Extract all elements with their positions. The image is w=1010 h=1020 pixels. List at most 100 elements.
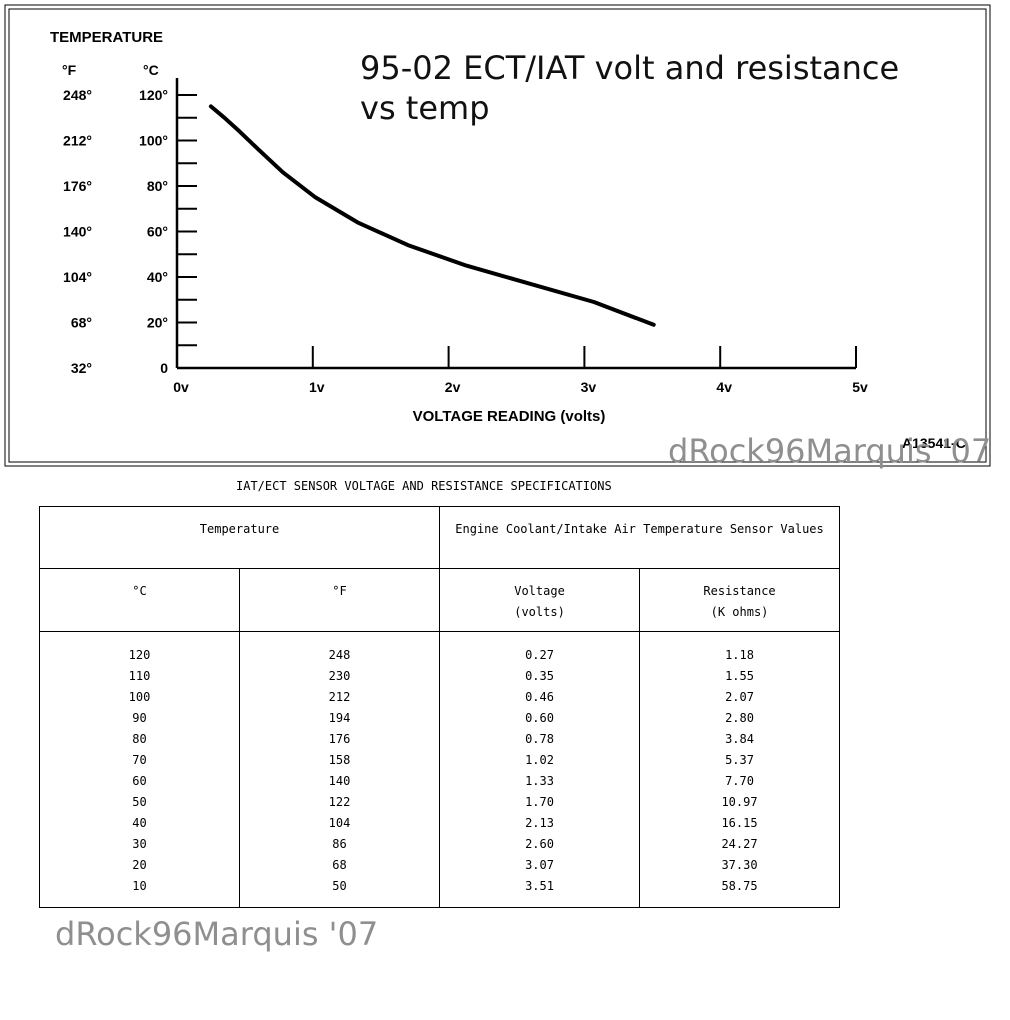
cell-fahrenheit: 194 <box>328 711 351 725</box>
cell-fahrenheit: 68 <box>332 858 347 872</box>
cell-resistance: 5.37 <box>725 753 754 767</box>
cell-resistance: 10.97 <box>721 795 758 809</box>
cell-voltage: 1.33 <box>525 774 554 788</box>
table-body-row: 120 110 100 90 80 70 60 50 40 30 20 10 248 230 212 194… <box>39 631 841 908</box>
cell-fahrenheit: 104 <box>328 816 351 830</box>
y-tick-label-f: 104° <box>63 269 92 285</box>
spec-table: Temperature Engine Coolant/Intake Air Te… <box>38 506 841 908</box>
chart-title-line1: 95-02 ECT/IAT volt and resistance <box>360 49 899 87</box>
x-axis-label: VOLTAGE READING (volts) <box>413 408 606 425</box>
cell-fahrenheit: 158 <box>328 753 351 767</box>
column-fahrenheit: 248 230 212 194 176 158 140 122 104 86 68 50 <box>238 631 441 908</box>
cell-celsius: 100 <box>128 690 151 704</box>
cell-celsius: 110 <box>128 669 151 683</box>
col-header-fahrenheit-l1: °F <box>332 584 347 598</box>
x-tick-label: 2v <box>445 379 461 395</box>
cell-resistance: 1.18 <box>725 648 754 662</box>
x-tick-label: 5v <box>852 379 868 395</box>
cell-celsius: 70 <box>132 753 147 767</box>
cell-resistance: 7.70 <box>725 774 754 788</box>
cell-voltage: 2.13 <box>525 816 554 830</box>
cell-celsius: 10 <box>132 879 147 893</box>
y-tick-label-c: 80° <box>147 178 168 194</box>
cell-resistance: 2.80 <box>725 711 754 725</box>
y-tick-label-c: 60° <box>147 224 168 240</box>
cell-voltage: 0.78 <box>525 732 554 746</box>
y-tick-label-c: 100° <box>139 133 168 149</box>
cell-fahrenheit: 212 <box>328 690 351 704</box>
column-voltage: 0.27 0.35 0.46 0.60 0.78 1.02 1.33 1.70 2.13 2.60… <box>439 631 641 908</box>
chart-watermark: dRock96Marquis '07 <box>668 432 992 470</box>
cell-celsius: 120 <box>128 648 151 662</box>
y-tick-label-f: 68° <box>71 315 92 331</box>
column-celsius: 120 110 100 90 80 70 60 50 40 30 20 10 <box>39 631 240 908</box>
col-header-voltage: Voltage (volts) <box>439 568 641 632</box>
y-tick-label-c: 20° <box>147 315 168 331</box>
cell-resistance: 58.75 <box>721 879 758 893</box>
y-tick-label-f: 248° <box>63 87 92 103</box>
col-header-voltage-l2: (volts) <box>514 605 565 619</box>
y-tick-label-c: 120° <box>139 87 168 103</box>
col-header-celsius: °C <box>39 568 240 632</box>
cell-voltage: 2.60 <box>525 837 554 851</box>
unit-f-label: °F <box>62 62 77 78</box>
col-header-voltage-l1: Voltage <box>514 584 565 598</box>
y-tick-label-c: 0 <box>160 360 168 376</box>
cell-celsius: 60 <box>132 774 147 788</box>
y-tick-label-c: 40° <box>147 269 168 285</box>
table-watermark: dRock96Marquis '07 <box>55 915 379 953</box>
x-tick-label: 0v <box>173 379 189 395</box>
cell-voltage: 1.70 <box>525 795 554 809</box>
figure-id: A13541-C <box>902 435 966 451</box>
x-tick-label: 4v <box>716 379 732 395</box>
cell-fahrenheit: 176 <box>328 732 351 746</box>
table-title: IAT/ECT SENSOR VOLTAGE AND RESISTANCE SP… <box>236 479 612 493</box>
y-tick-label-f: 176° <box>63 178 92 194</box>
temperature-label: TEMPERATURE <box>50 29 163 46</box>
col-header-resistance-l2: (K ohms) <box>710 605 769 619</box>
chart-frame-outer <box>4 4 991 467</box>
cell-celsius: 30 <box>132 837 147 851</box>
y-tick-label-f: 140° <box>63 224 92 240</box>
cell-voltage: 1.02 <box>525 753 554 767</box>
unit-c-label: °C <box>143 62 159 78</box>
cell-voltage: 0.46 <box>525 690 554 704</box>
cell-voltage: 0.60 <box>525 711 554 725</box>
y-ticks: 120° 248° 100° 212° 80° 176° 60° 140° 40° 104° 20°… <box>63 87 197 376</box>
cell-fahrenheit: 86 <box>332 837 347 851</box>
chart: 95-02 ECT/IAT volt and resistance vs tem… <box>4 4 991 467</box>
group-header-temperature: Temperature <box>38 506 441 569</box>
chart-title-line2: vs temp <box>360 89 490 127</box>
col-header-celsius-l1: °C <box>132 584 147 598</box>
cell-celsius: 80 <box>132 732 147 746</box>
cell-resistance: 3.84 <box>725 732 754 746</box>
column-resistance: 1.18 1.55 2.07 2.80 3.84 5.37 7.70 10.97 16.15 24… <box>639 631 841 908</box>
cell-voltage: 3.07 <box>525 858 554 872</box>
cell-resistance: 2.07 <box>725 690 754 704</box>
table-group-header-row: Temperature Engine Coolant/Intake Air Te… <box>38 506 841 569</box>
cell-celsius: 40 <box>132 816 147 830</box>
y-tick-label-f: 212° <box>63 133 92 149</box>
y-tick-label-f: 32° <box>71 360 92 376</box>
chart-frame-inner <box>8 8 987 463</box>
table-col-header-row: °C °F Voltage (volts) Resistance (K ohms) <box>39 568 841 632</box>
axes <box>175 78 856 370</box>
x-ticks: 0v 1v 2v 3v 4v 5v <box>173 346 868 395</box>
data-curve <box>208 104 656 327</box>
x-tick-label: 1v <box>309 379 325 395</box>
cell-celsius: 90 <box>132 711 147 725</box>
cell-celsius: 50 <box>132 795 147 809</box>
cell-voltage: 0.35 <box>525 669 554 683</box>
x-tick-label: 3v <box>581 379 597 395</box>
cell-fahrenheit: 248 <box>328 648 351 662</box>
col-header-resistance-l1: Resistance <box>703 584 776 598</box>
cell-fahrenheit: 230 <box>328 669 351 683</box>
cell-voltage: 3.51 <box>525 879 554 893</box>
col-header-resistance: Resistance (K ohms) <box>639 568 841 632</box>
cell-resistance: 24.27 <box>721 837 758 851</box>
group-header-sensor-values: Engine Coolant/Intake Air Temperature Se… <box>439 506 841 569</box>
cell-resistance: 16.15 <box>721 816 758 830</box>
cell-celsius: 20 <box>132 858 147 872</box>
cell-voltage: 0.27 <box>525 648 554 662</box>
cell-resistance: 37.30 <box>721 858 758 872</box>
